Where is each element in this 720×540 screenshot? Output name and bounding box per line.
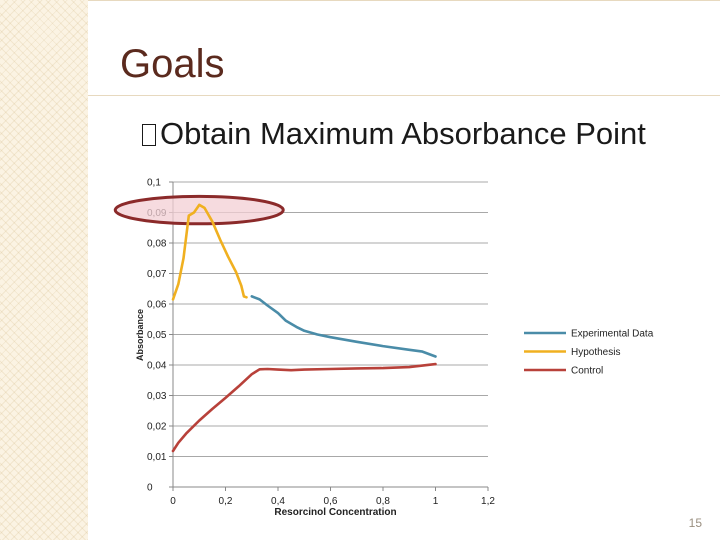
series-line-hypothesis — [171, 203, 248, 301]
x-tick-label: 0,2 — [219, 496, 233, 507]
y-tick-label: 0,08 — [147, 239, 167, 250]
x-tick-label: 1,2 — [481, 496, 495, 507]
y-tick-label: 0,07 — [147, 269, 167, 280]
x-tick-label: 0,6 — [324, 496, 338, 507]
legend-label-experimental-data: Experimental Data — [571, 329, 654, 340]
maximum-highlight-ellipse — [113, 194, 285, 226]
y-tick-label: 0,04 — [147, 361, 167, 372]
y-tick-label: 0,03 — [147, 391, 167, 402]
series-line-control — [171, 362, 437, 453]
missing-glyph-icon — [142, 124, 156, 146]
bullet-text: Obtain Maximum Absorbance Point — [160, 116, 646, 151]
legend-label-control: Control — [571, 366, 603, 377]
y-tick-label: 0,06 — [147, 300, 167, 311]
x-tick-label: 0,8 — [376, 496, 390, 507]
y-axis-title: Absorbance — [135, 309, 145, 361]
decorative-side-band — [0, 0, 88, 540]
x-axis-title: Resorcinol Concentration — [274, 507, 396, 518]
y-tick-label: 0 — [147, 483, 153, 494]
series-line-experimental-data — [250, 295, 437, 358]
page-number: 15 — [688, 516, 702, 530]
bullet-item: Obtain Maximum Absorbance Point — [142, 116, 646, 152]
y-tick-label: 0,05 — [147, 330, 167, 341]
y-tick-label: 0,02 — [147, 422, 167, 433]
y-tick-label: 0,01 — [147, 452, 167, 463]
title-frame — [88, 0, 720, 96]
slide-title: Goals — [120, 42, 225, 86]
x-tick-label: 1 — [433, 496, 439, 507]
x-tick-label: 0 — [170, 496, 176, 507]
x-tick-label: 0,4 — [271, 496, 285, 507]
y-tick-label: 0,1 — [147, 178, 161, 189]
legend-label-hypothesis: Hypothesis — [571, 347, 620, 358]
